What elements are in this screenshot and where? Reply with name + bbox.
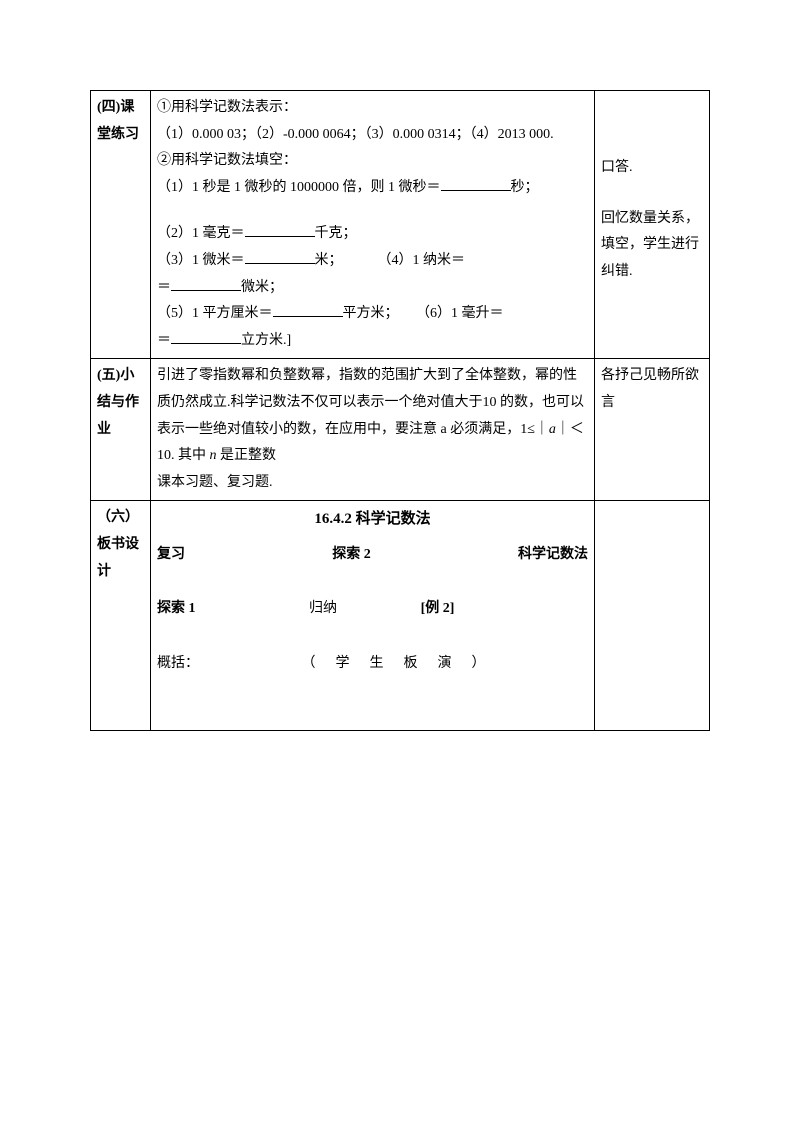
board-notes	[595, 501, 710, 730]
summary-content: 引进了零指数幂和负整数幂，指数的范围扩大到了全体整数，幂的性质仍然成立.科学记数…	[151, 359, 595, 501]
lesson-plan-table: (四)课堂练习 ①用科学记数法表示： （1）0.000 03；（2）-0.000…	[90, 90, 710, 731]
board-student-demo: （学生板演）	[302, 651, 506, 678]
board-title: 16.4.2 科学记数法	[157, 505, 588, 534]
note-oral: 口答.	[601, 155, 703, 182]
q2-item-1: （1）1 秒是 1 微秒的 1000000 倍，则 1 微秒＝秒；	[157, 175, 588, 202]
q2-intro: ②用科学记数法填空：	[157, 148, 588, 175]
q2-item-4b: ＝微米；	[157, 275, 588, 302]
q2-item-3-4: （3）1 微米＝米； （4）1 纳米＝	[157, 248, 588, 275]
board-generalize: 概括：	[157, 651, 199, 678]
practice-notes: 口答. 回忆数量关系，填空，学生进行纠错.	[595, 91, 710, 359]
summary-notes: 各抒己见畅所欲言	[595, 359, 710, 501]
board-example2: [例 2]	[421, 596, 455, 623]
row-board: （六）板书设计 16.4.2 科学记数法 复习 探索 2 科学记数法 探索 1 …	[91, 501, 710, 730]
blank-field	[171, 277, 241, 291]
board-content: 16.4.2 科学记数法 复习 探索 2 科学记数法 探索 1 归纳 [例 2]…	[151, 501, 595, 730]
section-label-6: （六）板书设计	[91, 501, 151, 730]
section-label-5: (五)小结与作业	[91, 359, 151, 501]
section-label-4: (四)课堂练习	[91, 91, 151, 359]
blank-field	[441, 177, 511, 191]
board-scinotation: 科学记数法	[518, 542, 588, 569]
row-practice: (四)课堂练习 ①用科学记数法表示： （1）0.000 03；（2）-0.000…	[91, 91, 710, 359]
blank-field	[245, 223, 315, 237]
row-summary: (五)小结与作业 引进了零指数幂和负整数幂，指数的范围扩大到了全体整数，幂的性质…	[91, 359, 710, 501]
homework: 课本习题、复习题.	[157, 470, 588, 497]
q2-item-5-6: （5）1 平方厘米＝平方米； （6）1 毫升＝	[157, 301, 588, 328]
q1-intro: ①用科学记数法表示：	[157, 95, 588, 122]
q2-item-2: （2）1 毫克＝千克；	[157, 221, 588, 248]
board-explore1: 探索 1	[157, 596, 196, 623]
q1-items: （1）0.000 03；（2）-0.000 0064；（3）0.000 0314…	[157, 122, 588, 149]
q2-item-6b: ＝立方米.]	[157, 328, 588, 355]
note-recall: 回忆数量关系，填空，学生进行纠错.	[601, 206, 703, 286]
board-explore2: 探索 2	[332, 542, 371, 569]
board-summary: 归纳	[309, 596, 337, 623]
blank-field	[245, 250, 315, 264]
practice-content: ①用科学记数法表示： （1）0.000 03；（2）-0.000 0064；（3…	[151, 91, 595, 359]
blank-field	[171, 330, 241, 344]
board-review: 复习	[157, 542, 185, 569]
blank-field	[273, 303, 343, 317]
